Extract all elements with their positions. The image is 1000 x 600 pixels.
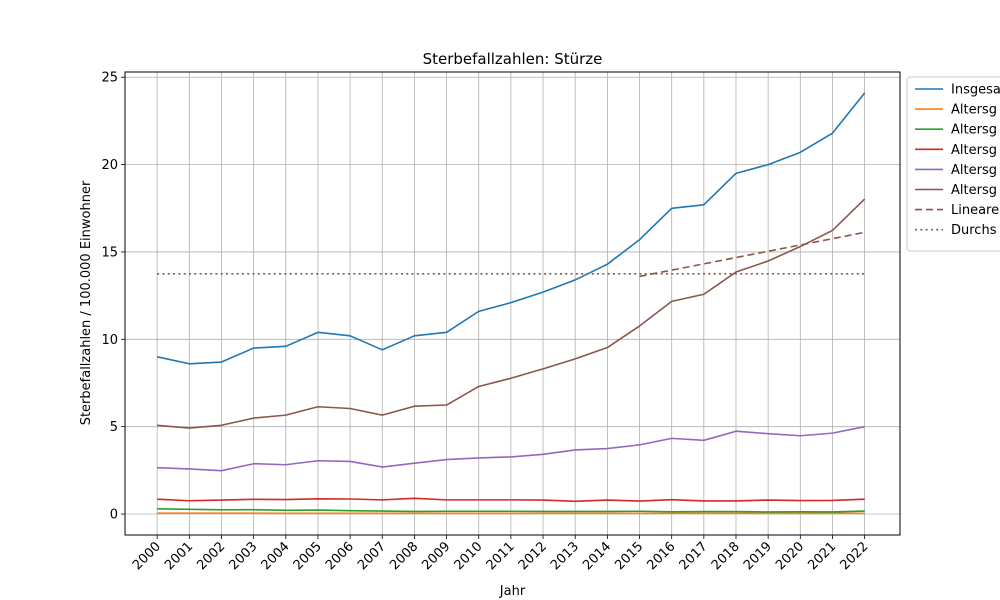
x-tick-label: 2008 [387, 539, 421, 573]
y-tick-label: 20 [101, 158, 118, 173]
legend-label: Altersg [951, 123, 997, 138]
x-tick-label: 2006 [323, 539, 357, 573]
legend-box [906, 76, 1000, 252]
x-tick-label: 2009 [419, 539, 453, 573]
x-tick-label: 2022 [837, 539, 871, 573]
x-tick-label: 2018 [709, 539, 743, 573]
legend: Insgesa Altersg Altersg Altersg Altersg Alter… [906, 76, 1000, 252]
series-line-5 [157, 198, 866, 429]
x-axis-label: Jahr [499, 584, 526, 599]
x-tick-label: 2007 [355, 539, 389, 573]
x-tick-label: 2020 [773, 539, 807, 573]
series-group [156, 92, 866, 515]
x-tick-label: 2012 [516, 539, 550, 573]
x-tick-label: 2010 [452, 539, 486, 573]
legend-label: Altersg [951, 103, 997, 118]
x-tick-label: 2011 [484, 539, 518, 573]
x-tick-label: 2019 [741, 539, 775, 573]
legend-label: Altersg [951, 143, 997, 158]
x-tick-label: 2004 [259, 539, 293, 573]
y-axis-label: Sterbefallzahlen / 100.000 Einwohner [79, 180, 94, 425]
y-tick-label: 10 [101, 333, 118, 348]
x-tick-label: 2001 [162, 539, 196, 573]
series-line-4 [157, 425, 865, 472]
x-tick-label: 2021 [805, 539, 839, 573]
y-tick-label: 0 [110, 508, 118, 523]
plot-frame [124, 71, 901, 536]
x-tick-label: 2016 [645, 539, 679, 573]
axis-ticks: 2000200120022003200420052006200720082009… [101, 71, 871, 573]
x-tick-label: 2017 [677, 539, 711, 573]
x-tick-label: 2000 [130, 539, 164, 573]
x-tick-label: 2015 [612, 539, 646, 573]
chart-title: Sterbefallzahlen: Stürze [423, 50, 603, 68]
x-tick-label: 2005 [291, 539, 325, 573]
series-line-6 [639, 231, 865, 278]
legend-label: Altersg [951, 183, 997, 198]
y-tick-label: 25 [101, 71, 118, 86]
legend-label: Insgesa [951, 83, 1000, 98]
x-tick-label: 2014 [580, 539, 614, 573]
series-line-2 [157, 507, 865, 513]
y-tick-label: 15 [101, 245, 118, 260]
x-tick-label: 2003 [226, 539, 260, 573]
series-line-3 [157, 497, 865, 503]
y-tick-label: 5 [110, 420, 118, 435]
legend-label: Lineare [951, 203, 999, 218]
legend-label: Altersg [951, 163, 997, 178]
grid [125, 72, 900, 535]
series-line-0 [156, 92, 866, 365]
x-tick-label: 2013 [548, 539, 582, 573]
legend-label: Durchs [951, 223, 997, 238]
x-tick-label: 2002 [194, 539, 228, 573]
